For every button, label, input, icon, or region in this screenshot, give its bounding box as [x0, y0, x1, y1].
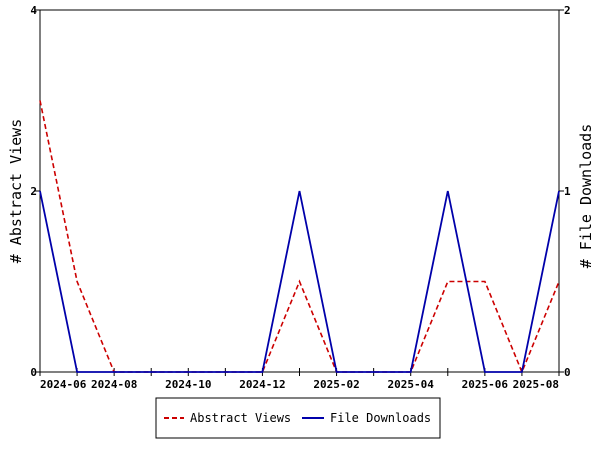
x-tick-label: 2025-02	[313, 378, 359, 391]
right-tick-label: 1	[564, 185, 571, 198]
left-axis-ticks: 0 2 4	[30, 4, 40, 379]
legend-label-abstract-views: Abstract Views	[190, 411, 291, 425]
left-tick-label: 0	[30, 366, 37, 379]
series-group	[39, 100, 560, 375]
x-tick-label: 2024-06	[40, 378, 87, 391]
y-axis-title-left: # Abstract Views	[7, 119, 25, 264]
x-tick-label: 2024-08	[91, 378, 137, 391]
y-axis-title-right: # File Downloads	[577, 124, 595, 269]
x-tick-label: 2025-06	[462, 378, 509, 391]
right-axis-ticks: 0 1 2	[559, 4, 571, 379]
x-tick-label: 2025-08	[513, 378, 559, 391]
series-line-file-downloads	[39, 190, 560, 373]
legend-label-file-downloads: File Downloads	[330, 411, 431, 425]
x-tick-label: 2024-12	[239, 378, 285, 391]
right-tick-label: 0	[564, 366, 571, 379]
legend: Abstract Views File Downloads	[155, 397, 441, 439]
x-tick-label: 2024-10	[165, 378, 211, 391]
x-tick-label: 2025-04	[388, 378, 435, 391]
series-line-abstract-views	[39, 100, 560, 375]
left-tick-label: 4	[30, 4, 37, 17]
right-tick-label: 2	[564, 4, 571, 17]
legend-box	[155, 397, 441, 439]
left-tick-label: 2	[30, 185, 37, 198]
